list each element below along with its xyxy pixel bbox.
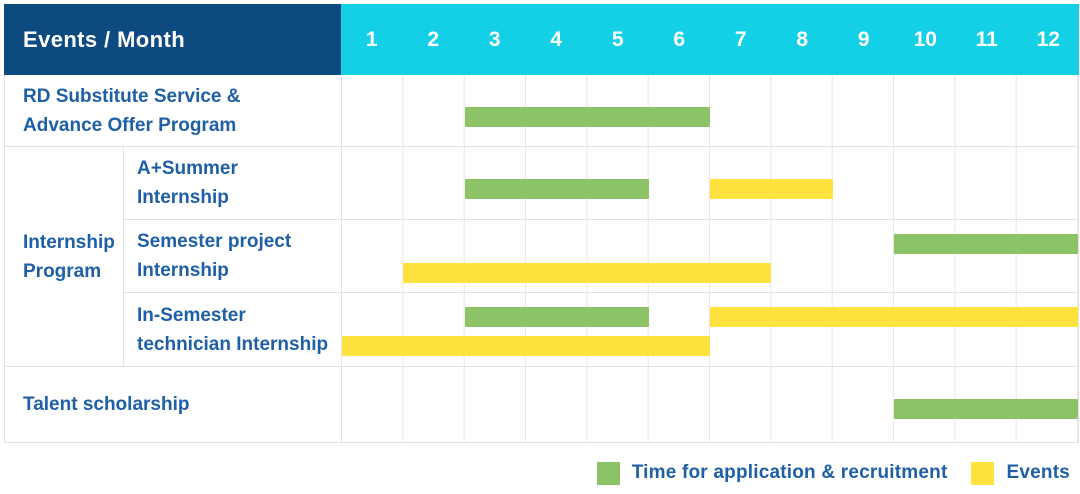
row-label-line: Talent scholarship [23,394,190,415]
timeline-cell [341,147,1078,219]
row-label-line: RD Substitute Service & [23,85,241,107]
header-title: Events / Month [4,4,341,75]
month-label: 4 [550,27,563,51]
table-header-row: Events / Month 1 2 3 4 5 6 7 8 9 10 11 1… [4,4,1079,75]
row-label: A+Summer Internship [124,147,341,219]
bar-application-recruitment [464,107,710,127]
row-label-line: In-Semester [137,304,246,326]
row-label-line: Semester project [137,231,292,252]
gantt-row-talent-scholarship: Talent scholarship [5,367,1078,442]
month-label: 10 [913,27,937,51]
row-label: Semester project Internship [124,220,341,292]
month-label: 8 [796,27,809,51]
legend-label: Events [1006,462,1070,483]
row-label-line: Internship [137,187,229,208]
timeline-cell [341,367,1078,442]
bar-events [403,263,772,283]
group-label-line: Internship [23,231,115,253]
bar-events [342,336,710,356]
month-label: 5 [611,27,624,51]
bar-application-recruitment [464,179,649,199]
row-label: RD Substitute Service & Advance Offer Pr… [5,75,341,146]
timeline-cell [341,220,1078,292]
row-label-line: Internship [137,260,229,281]
group-label-line: Program [23,260,102,282]
legend-item-application-recruitment: Time for application & recruitment [596,461,948,485]
month-header-row: 1 2 3 4 5 6 7 8 9 10 11 12 [341,4,1079,75]
month-label: 12 [1036,27,1060,51]
row-label: Talent scholarship [5,367,341,442]
month-label: 2 [427,27,440,51]
gantt-row-a-plus-summer-internship: A+Summer Internship [124,147,1078,220]
bar-application-recruitment [894,234,1078,254]
row-label-line: technician Internship [137,333,329,355]
month-label: 11 [975,27,998,51]
legend: Time for application & recruitment Event… [596,457,1070,489]
internship-program-group: Internship Program A+Summer Internship [5,147,1078,367]
legend-item-events: Events [971,461,1070,485]
timeline-cell [341,293,1078,366]
bar-events [710,179,833,199]
row-label-line: Advance Offer Program [23,114,237,136]
timeline-cell [341,75,1078,146]
gantt-row-rd-substitute-service: RD Substitute Service & Advance Offer Pr… [5,75,1078,147]
gantt-row-in-semester-technician-internship: In-Semester technician Internship [124,293,1078,366]
row-label-line: A+Summer [137,158,238,179]
legend-swatch-yellow [971,461,995,485]
row-label: In-Semester technician Internship [124,293,341,366]
legend-swatch-green [596,461,620,485]
bar-application-recruitment [894,399,1078,419]
table-body: RD Substitute Service & Advance Offer Pr… [4,75,1079,443]
month-label: 3 [488,27,501,51]
events-month-table: Events / Month 1 2 3 4 5 6 7 8 9 10 11 1… [4,4,1079,443]
group-rows: A+Summer Internship Semester project Int… [124,147,1078,366]
month-label: 9 [857,27,870,51]
gantt-row-semester-project-internship: Semester project Internship [124,220,1078,293]
month-label: 7 [734,27,747,51]
month-label: 6 [673,27,686,51]
legend-label: Time for application & recruitment [631,462,948,483]
month-label: 1 [365,27,378,51]
bar-application-recruitment [464,307,649,327]
group-label-internship-program: Internship Program [5,147,124,366]
bar-events [710,307,1078,327]
